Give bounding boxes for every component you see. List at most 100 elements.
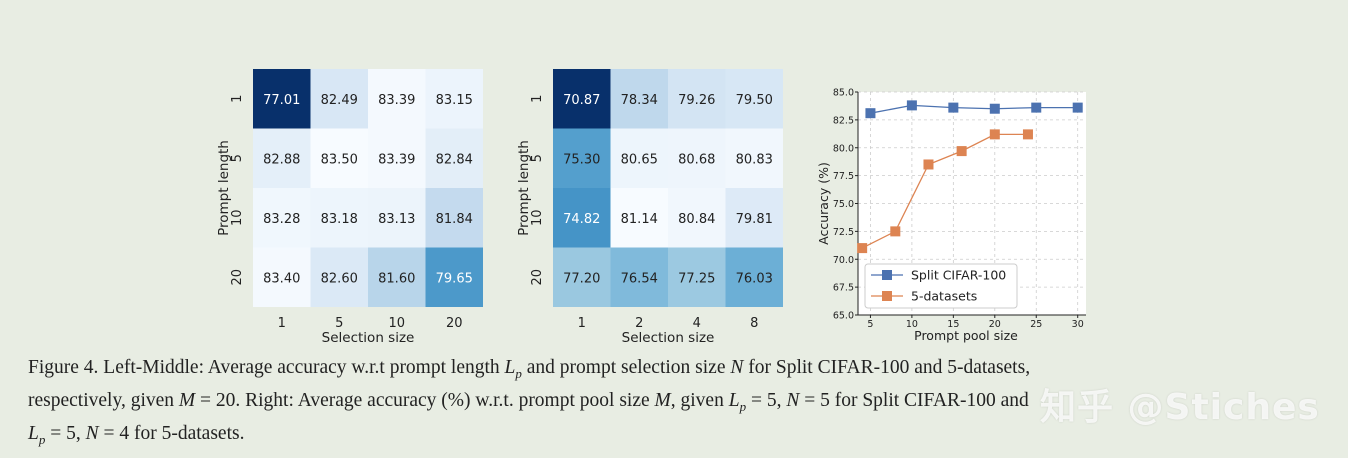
cell-value-label: 80.84 — [678, 212, 715, 227]
data-point-marker — [865, 108, 876, 119]
data-point-marker — [857, 243, 868, 254]
heatmap-cell — [368, 128, 426, 188]
heatmap-cell — [725, 128, 783, 188]
cell-value-label: 79.81 — [736, 212, 773, 227]
heatmap-cell — [253, 247, 311, 307]
data-point-marker — [956, 146, 967, 157]
heatmap-cell — [668, 188, 726, 248]
heatmap-cell — [668, 69, 726, 129]
y-tick-label: 5 — [230, 154, 245, 162]
heatmap-cell — [610, 188, 668, 248]
cell-value-label: 83.28 — [263, 212, 300, 227]
cell-value-label: 81.14 — [621, 212, 658, 227]
cell-value-label: 81.60 — [378, 271, 415, 286]
heatmap-split-cifar100: 77.01 82.49 83.39 83.15 82.88 83.50 83.39 82.84… — [216, 69, 483, 346]
legend-entry: 5-datasets — [911, 289, 977, 304]
cell-value-label: 82.49 — [321, 93, 358, 108]
y-tick-label: 70.0 — [833, 255, 854, 266]
line-chart-prompt-pool-size: 5 10 15 20 25 30 65.0 67.5 70.0 72.5 75.0 77.5 80.0 8… — [816, 88, 1086, 343]
y-tick-label: 65.0 — [833, 311, 854, 322]
heatmap-cell — [425, 128, 483, 188]
x-axis-label: Prompt pool size — [914, 328, 1018, 343]
data-point-marker — [989, 103, 1000, 114]
cell-value-label: 81.84 — [436, 212, 473, 227]
cell-value-label: 82.84 — [436, 152, 473, 167]
cell-value-label: 77.25 — [678, 271, 715, 286]
caption-line-2: respectively, given M = 20. Right: Avera… — [28, 389, 1029, 414]
cell-value-label: 80.65 — [621, 152, 658, 167]
cell-value-label: 83.15 — [436, 93, 473, 108]
y-tick-label: 20 — [530, 269, 545, 286]
legend-marker — [882, 291, 892, 301]
heatmap-cell — [553, 247, 611, 307]
x-tick-label: 10 — [906, 319, 918, 330]
cell-value-label: 70.87 — [563, 93, 600, 108]
y-tick-label: 1 — [230, 95, 245, 103]
y-tick-label: 77.5 — [833, 171, 854, 182]
y-axis-label: Prompt length — [516, 140, 532, 236]
cell-value-label: 76.54 — [621, 271, 658, 286]
legend-entry: Split CIFAR-100 — [911, 268, 1006, 283]
heatmap-cell — [610, 128, 668, 188]
cell-value-label: 75.30 — [563, 152, 600, 167]
heatmap-cell — [253, 69, 311, 129]
cell-value-label: 79.26 — [678, 93, 715, 108]
x-axis-label: Selection size — [622, 330, 715, 346]
x-tick-label: 30 — [1072, 319, 1084, 330]
caption-line-1: Figure 4. Left-Middle: Average accuracy … — [28, 357, 1031, 381]
heatmap-cell — [310, 69, 368, 129]
y-axis-label: Prompt length — [216, 140, 232, 236]
heatmap-cell — [610, 247, 668, 307]
y-tick-label: 67.5 — [833, 283, 854, 294]
heatmap-cell — [368, 69, 426, 129]
y-tick-label: 82.5 — [833, 115, 854, 126]
y-tick-label: 1 — [530, 95, 545, 103]
x-tick-label: 20 — [989, 319, 1001, 330]
cell-value-label: 79.50 — [736, 93, 773, 108]
cell-value-label: 78.34 — [621, 93, 658, 108]
y-tick-label: 10 — [530, 209, 545, 226]
figure: 77.01 82.49 83.39 83.15 82.88 83.50 83.39 82.84… — [216, 69, 1086, 346]
data-point-marker — [890, 226, 901, 237]
y-tick-label: 85.0 — [833, 88, 854, 99]
data-point-marker — [948, 102, 959, 113]
heatmap-cell — [553, 188, 611, 248]
watermark: 知乎 @Stiches — [1040, 387, 1320, 428]
heatmap-cell — [253, 128, 311, 188]
data-point-marker — [989, 129, 1000, 140]
data-point-marker — [923, 159, 934, 170]
y-tick-label: 5 — [530, 154, 545, 162]
y-tick-label: 72.5 — [833, 227, 854, 238]
x-tick-label: 5 — [335, 316, 343, 331]
heatmap-cell — [668, 247, 726, 307]
heatmap-cell — [425, 247, 483, 307]
data-point-marker — [906, 100, 917, 111]
x-tick-label: 20 — [446, 316, 463, 331]
data-point-marker — [1031, 102, 1042, 113]
heatmap-cell — [610, 69, 668, 129]
heatmap-cell — [725, 69, 783, 129]
heatmap-cell — [310, 247, 368, 307]
cell-value-label: 76.03 — [736, 271, 773, 286]
series-line-split-cifar100 — [870, 104, 1078, 114]
y-tick-label: 80.0 — [833, 143, 854, 154]
cell-value-label: 80.83 — [736, 152, 773, 167]
series-line-5-datasets — [861, 133, 1028, 249]
heatmap-cell — [725, 188, 783, 248]
cell-value-label: 79.65 — [436, 271, 473, 286]
cell-value-label: 80.68 — [678, 152, 715, 167]
x-tick-label: 2 — [635, 316, 643, 331]
cell-value-label: 83.40 — [263, 271, 300, 286]
heatmap-cell — [553, 69, 611, 129]
heatmap-cell — [425, 69, 483, 129]
x-tick-label: 5 — [867, 319, 873, 330]
x-tick-label: 15 — [947, 319, 959, 330]
heatmap-cell — [725, 247, 783, 307]
legend-marker — [882, 270, 892, 280]
y-axis-label: Accuracy (%) — [816, 162, 831, 245]
heatmap-cell — [553, 128, 611, 188]
cell-value-label: 83.39 — [378, 152, 415, 167]
cell-value-label: 82.60 — [321, 271, 358, 286]
data-point-marker — [1072, 102, 1083, 113]
heatmap-5-datasets: 70.87 78.34 79.26 79.50 75.30 80.65 80.68 80.83… — [516, 69, 783, 346]
